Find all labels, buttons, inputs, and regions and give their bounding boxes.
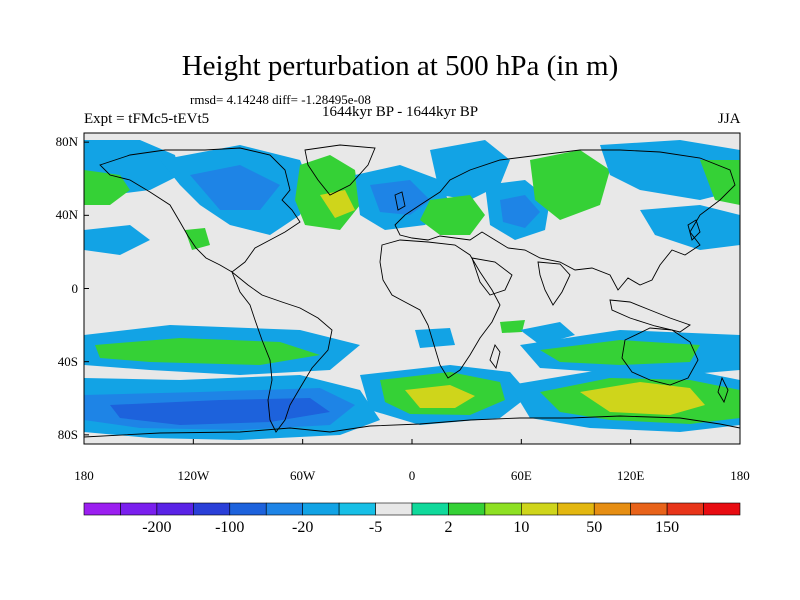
colorbar-label: 10 [513, 519, 530, 536]
coastline-north-america [99, 147, 301, 273]
contour-cyan [640, 205, 740, 250]
longitude-label: 180 [74, 468, 94, 483]
colorbar-label: 150 [655, 519, 680, 536]
coastline-japan [687, 219, 701, 241]
colorbar-swatch [375, 502, 413, 516]
latitude-label: 80S [57, 426, 78, 442]
contour-yellow [405, 385, 475, 408]
contour-green [420, 195, 485, 235]
colorbar-swatch [521, 502, 559, 516]
contour-cyan [415, 328, 455, 348]
experiment-label: Expt = tFMc5-tEVt5 [84, 111, 210, 127]
longitude-label: 0 [408, 468, 416, 483]
colorbar-swatch [265, 502, 303, 516]
colorbar-label: -200 [142, 519, 172, 536]
stats-text: rmsd= 4.14248 diff= -1.28495e-08 [190, 92, 371, 107]
latitude-ticks [84, 141, 89, 436]
map-title: Height perturbation at 500 hPa (in m) [181, 50, 619, 82]
contour-blue [500, 195, 540, 228]
colorbar-swatch [83, 502, 121, 516]
latitude-label: 40N [55, 207, 78, 223]
colorbar-label: -20 [291, 519, 314, 536]
contour-yellow [320, 190, 355, 218]
colorbar-swatch [411, 502, 449, 516]
colorbar [83, 502, 741, 516]
coastline-indonesia [609, 299, 691, 333]
contour-cyan [520, 322, 575, 345]
coastline-greenland [304, 144, 376, 196]
contour-fields [84, 140, 740, 440]
latitude-label: 40S [57, 353, 78, 369]
contour-blue [190, 165, 280, 210]
colorbar-label: 50 [586, 519, 603, 536]
longitude-ticks [83, 439, 741, 444]
latitude-label: 0 [71, 280, 79, 296]
colorbar-swatch [703, 502, 741, 516]
coastline-arabia [471, 257, 513, 296]
contour-green [500, 320, 525, 333]
coastline-eurasia [394, 149, 736, 291]
longitude-label: 120E [616, 468, 645, 483]
colorbar-swatch [448, 502, 486, 516]
season-label: JJA [718, 111, 741, 127]
colorbar-swatch [557, 502, 595, 516]
colorbar-swatch [338, 502, 376, 516]
coastline-south-america [230, 270, 333, 433]
latitude-label: 80N [55, 134, 78, 150]
colorbar-swatch [156, 502, 194, 516]
contour-green [84, 170, 130, 205]
coastline-new-zealand [717, 376, 729, 404]
coastline-india [537, 261, 571, 306]
coastline-africa [379, 239, 501, 379]
contour-blue [370, 180, 430, 215]
coastline-australia [621, 327, 699, 386]
contour-green [530, 150, 610, 220]
contour-green [540, 340, 700, 365]
colorbar-label: -5 [368, 519, 383, 536]
contour-dark-blue [110, 398, 330, 425]
colorbar-swatch [484, 502, 522, 516]
colorbar-swatch [593, 502, 631, 516]
colorbar-swatch [666, 502, 704, 516]
coastline-madagascar [489, 344, 501, 370]
coastline-britain [394, 191, 406, 211]
contour-green [185, 228, 210, 250]
colorbar-swatch [302, 502, 340, 516]
coastline-antarctica [84, 415, 740, 438]
longitude-label: 60E [510, 468, 532, 483]
contour-yellow [580, 382, 705, 415]
contour-cyan [600, 140, 740, 200]
colorbar-label: -100 [215, 519, 245, 536]
colorbar-swatch [120, 502, 158, 516]
period-subtitle: 1644kyr BP - 1644kyr BP [322, 104, 479, 120]
colorbar-label: 2 [444, 519, 453, 536]
map-area [84, 133, 740, 444]
contour-cyan [84, 225, 150, 255]
colorbar-swatch [193, 502, 231, 516]
longitude-label: 180 [730, 468, 750, 483]
colorbar-swatch [630, 502, 668, 516]
colorbar-swatch [229, 502, 267, 516]
coastlines [84, 144, 740, 438]
longitude-label: 60W [290, 468, 316, 483]
longitude-label: 120W [177, 468, 210, 483]
